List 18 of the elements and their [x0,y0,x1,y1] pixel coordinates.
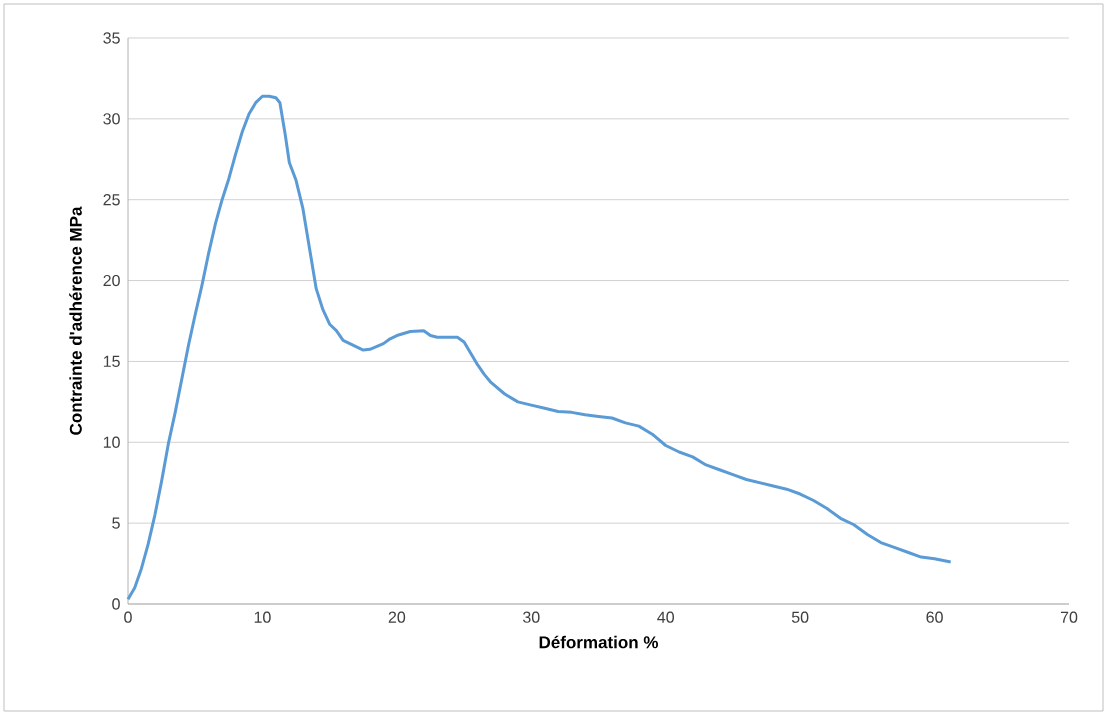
x-tick-label: 60 [926,611,943,623]
x-tick-label: 30 [523,611,540,623]
x-axis-title: Déformation % [539,635,659,649]
y-tick-label: 15 [103,355,120,368]
y-tick-label: 30 [103,113,120,125]
y-axis-title: Contrainte d'adhérence MPa [69,206,82,435]
y-tick-label: 35 [103,32,120,44]
x-tick-label: 10 [254,611,271,623]
y-tick-label: 20 [103,274,120,287]
y-tick-label: 25 [103,194,120,206]
y-tick-label: 5 [112,517,120,529]
x-tick-label: 70 [1060,611,1078,623]
x-tick-label: 20 [388,611,406,623]
x-tick-label: 50 [791,611,809,623]
x-tick-label: 40 [657,611,674,623]
y-tick-label: 10 [103,436,120,448]
y-tick-label: 0 [112,598,120,610]
x-tick-label: 0 [124,611,132,623]
